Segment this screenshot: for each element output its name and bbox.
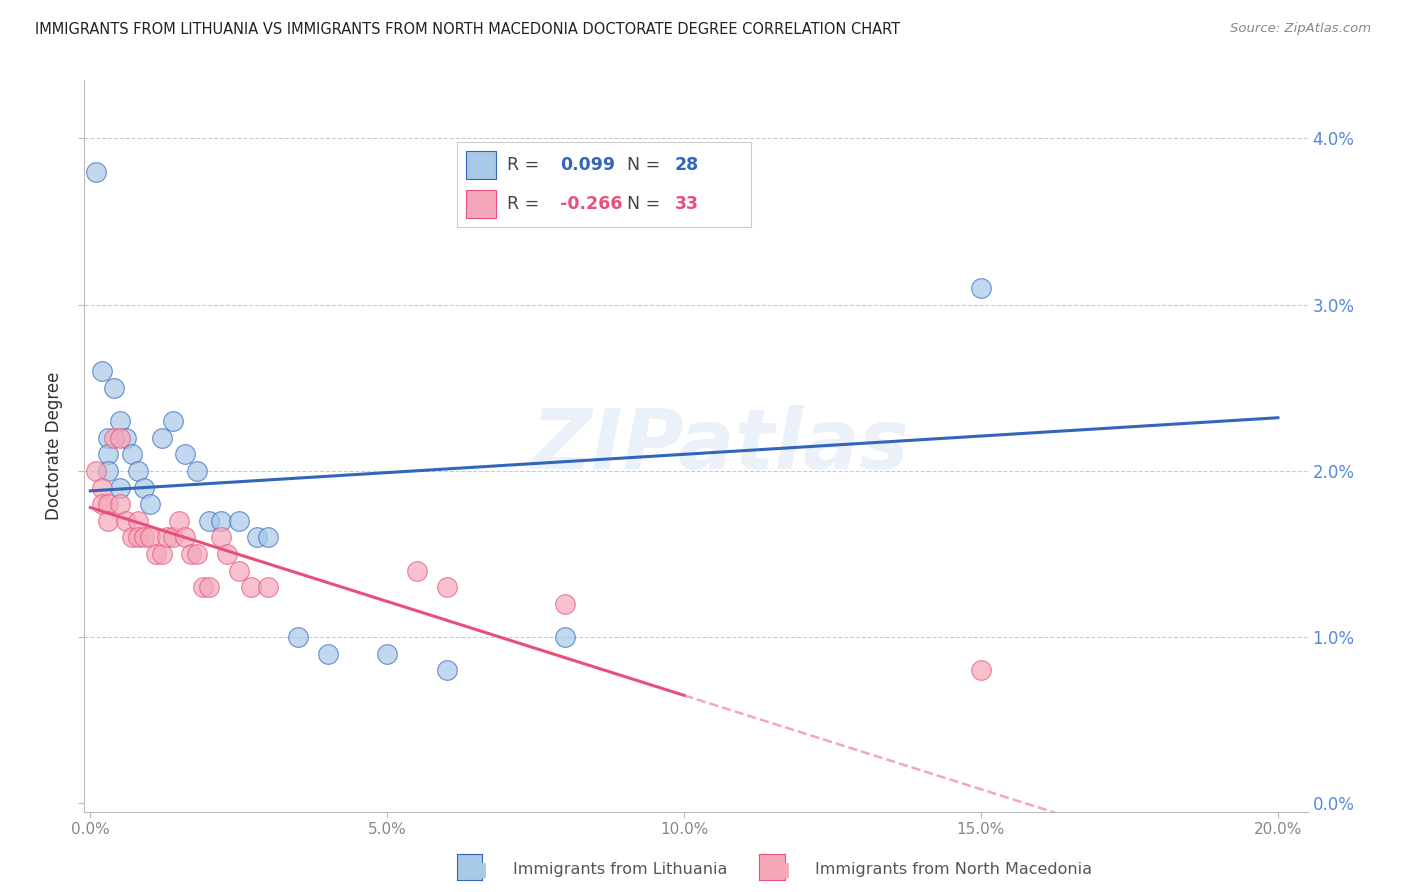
Point <box>97 464 120 478</box>
Point <box>554 597 576 611</box>
Text: ▪: ▪ <box>770 855 790 884</box>
Point <box>162 530 184 544</box>
Text: Source: ZipAtlas.com: Source: ZipAtlas.com <box>1230 22 1371 36</box>
Point <box>436 664 458 678</box>
Point <box>245 530 267 544</box>
Point <box>108 481 131 495</box>
Point <box>127 514 149 528</box>
Point <box>162 414 184 428</box>
Point <box>186 547 208 561</box>
Point <box>121 447 143 461</box>
Point <box>132 481 155 495</box>
Text: N =: N = <box>616 194 665 213</box>
Point <box>108 414 131 428</box>
Point <box>239 580 262 594</box>
Text: IMMIGRANTS FROM LITHUANIA VS IMMIGRANTS FROM NORTH MACEDONIA DOCTORATE DEGREE CO: IMMIGRANTS FROM LITHUANIA VS IMMIGRANTS … <box>35 22 900 37</box>
Point <box>209 514 232 528</box>
FancyBboxPatch shape <box>467 190 495 219</box>
Point <box>84 464 107 478</box>
Text: Immigrants from North Macedonia: Immigrants from North Macedonia <box>815 863 1092 877</box>
Point <box>174 447 197 461</box>
Text: ZIPatlas: ZIPatlas <box>531 406 910 486</box>
Point <box>138 497 160 511</box>
Point <box>91 497 114 511</box>
Point <box>115 514 138 528</box>
Point <box>97 514 120 528</box>
Text: N =: N = <box>616 156 665 174</box>
Text: -0.266: -0.266 <box>560 194 623 213</box>
Point <box>970 281 993 295</box>
Point <box>186 464 208 478</box>
Point <box>127 530 149 544</box>
Point <box>228 564 250 578</box>
Point <box>91 481 114 495</box>
Text: R =: R = <box>508 194 546 213</box>
Point <box>138 530 160 544</box>
Text: 33: 33 <box>675 194 699 213</box>
Point <box>228 514 250 528</box>
Point <box>91 364 114 378</box>
Point <box>156 530 179 544</box>
Text: ▪: ▪ <box>468 855 488 884</box>
Point <box>316 647 339 661</box>
Point <box>108 431 131 445</box>
Point <box>257 580 280 594</box>
Point <box>209 530 232 544</box>
Point <box>115 431 138 445</box>
Text: Immigrants from Lithuania: Immigrants from Lithuania <box>513 863 727 877</box>
Y-axis label: Doctorate Degree: Doctorate Degree <box>45 372 63 520</box>
Point <box>375 647 398 661</box>
Point <box>97 431 120 445</box>
Point <box>198 514 221 528</box>
Point <box>84 164 107 178</box>
Point <box>108 497 131 511</box>
Point <box>191 580 214 594</box>
Point <box>97 497 120 511</box>
Point <box>169 514 191 528</box>
Point <box>132 530 155 544</box>
Point <box>97 447 120 461</box>
Point <box>215 547 238 561</box>
Text: 0.099: 0.099 <box>560 156 616 174</box>
Point <box>406 564 429 578</box>
Point <box>150 431 173 445</box>
Text: R =: R = <box>508 156 546 174</box>
Point <box>145 547 167 561</box>
Point <box>103 431 125 445</box>
Point <box>103 381 125 395</box>
FancyBboxPatch shape <box>467 151 495 179</box>
Text: 28: 28 <box>675 156 699 174</box>
Point <box>970 664 993 678</box>
Point <box>257 530 280 544</box>
Point <box>198 580 221 594</box>
Point <box>121 530 143 544</box>
Point <box>287 630 309 644</box>
Point <box>554 630 576 644</box>
Point <box>180 547 202 561</box>
Point <box>436 580 458 594</box>
Point <box>127 464 149 478</box>
Point <box>150 547 173 561</box>
Point <box>174 530 197 544</box>
